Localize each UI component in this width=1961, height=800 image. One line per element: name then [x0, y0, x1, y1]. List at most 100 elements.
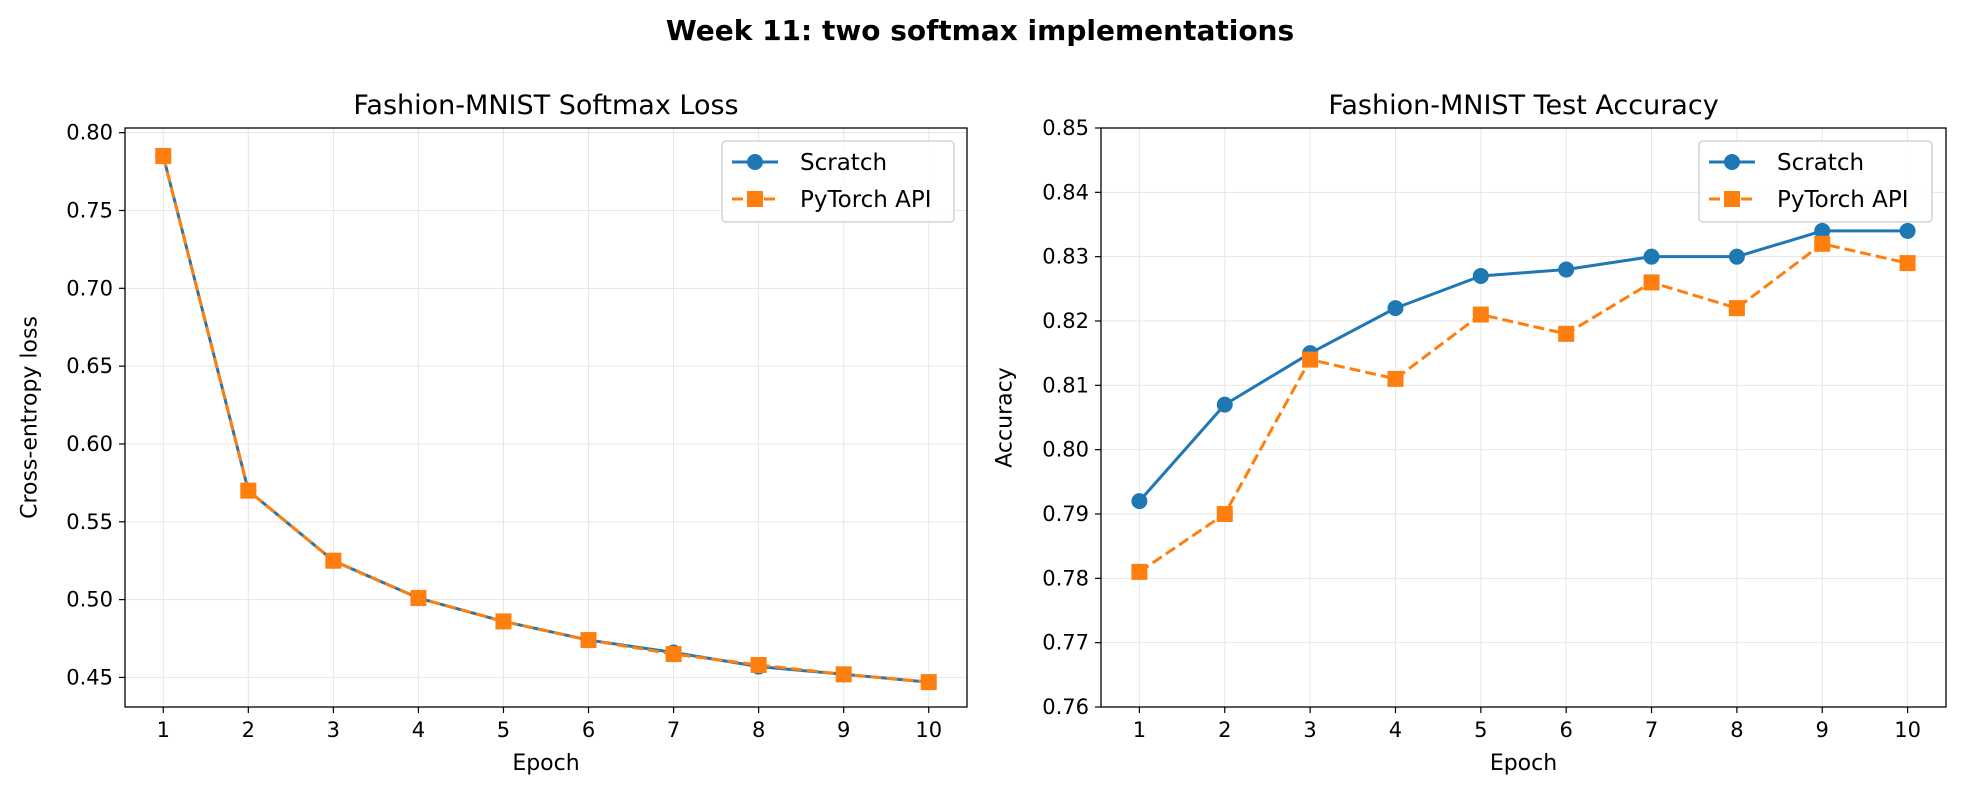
- accuracy-x-tick-label-10: 10: [1894, 718, 1921, 742]
- accuracy-point-pytorch-4: [1387, 370, 1404, 387]
- accuracy-legend-label-pytorch: PyTorch API: [1777, 187, 1909, 213]
- loss-x-tick-label-9: 9: [837, 718, 850, 742]
- loss-series-pytorch: [155, 148, 937, 691]
- accuracy-line-pytorch: [1138, 242, 1908, 574]
- loss-legend-box: [721, 140, 955, 223]
- accuracy-x-tick-label-5: 5: [1474, 718, 1487, 742]
- accuracy-y-tick-label-6: 0.81: [1042, 373, 1089, 397]
- loss-point-pytorch-3: [325, 552, 342, 569]
- loss-legend-label-scratch: Scratch: [800, 150, 887, 176]
- accuracy-x-ticks: 1 2 3 4 5 6 7 8 9 10: [1133, 707, 1921, 742]
- loss-y-tick-label-3: 0.55: [66, 510, 113, 534]
- accuracy-point-scratch-2: [1216, 396, 1233, 413]
- accuracy-chart-title: Fashion-MNIST Test Accuracy: [1328, 90, 1718, 121]
- loss-legend-marker-pytorch: [747, 191, 763, 207]
- loss-x-tick-label-3: 3: [327, 718, 340, 742]
- loss-legend: Scratch PyTorch API: [721, 140, 955, 223]
- accuracy-x-tick-label-6: 6: [1559, 718, 1572, 742]
- accuracy-x-tick-label-1: 1: [1133, 718, 1146, 742]
- loss-x-tick-label-10: 10: [915, 718, 942, 742]
- loss-point-pytorch-4: [410, 590, 427, 607]
- accuracy-y-tick-label-1: 0.76: [1042, 695, 1089, 719]
- accuracy-point-pytorch-10: [1899, 255, 1916, 272]
- accuracy-x-axis-label: Epoch: [1490, 751, 1557, 776]
- loss-point-pytorch-6: [580, 632, 597, 649]
- accuracy-legend-label-scratch: Scratch: [1777, 150, 1864, 176]
- accuracy-x-tick-label-7: 7: [1645, 718, 1658, 742]
- loss-axes-frame: [124, 127, 968, 708]
- accuracy-y-tick-label-10: 0.85: [1042, 116, 1089, 140]
- loss-x-tick-label-4: 4: [412, 718, 425, 742]
- accuracy-point-scratch-6: [1558, 261, 1575, 278]
- loss-x-tick-label-1: 1: [157, 718, 170, 742]
- accuracy-point-scratch-7: [1643, 248, 1660, 265]
- loss-y-tick-label-7: 0.75: [66, 198, 113, 222]
- loss-x-ticks: 1 2 3 4 5 6 7 8 9 10: [157, 707, 942, 742]
- accuracy-point-pytorch-8: [1728, 300, 1745, 317]
- loss-grid: [125, 128, 967, 707]
- accuracy-y-tick-label-5: 0.80: [1042, 438, 1089, 462]
- loss-y-tick-label-8: 0.80: [66, 121, 113, 145]
- loss-x-tick-label-5: 5: [497, 718, 510, 742]
- loss-legend-label-pytorch: PyTorch API: [800, 187, 932, 213]
- accuracy-legend-marker-scratch: [1724, 154, 1740, 170]
- loss-legend-marker-scratch: [747, 154, 763, 170]
- accuracy-y-tick-label-7: 0.82: [1042, 309, 1089, 333]
- accuracy-line-scratch: [1138, 229, 1908, 503]
- accuracy-point-pytorch-1: [1131, 563, 1148, 580]
- loss-point-pytorch-10: [920, 674, 937, 691]
- loss-y-ticks: 0.45 0.50 0.55 0.60 0.65 0.70 0.75 0.80: [66, 121, 125, 689]
- accuracy-y-tick-label-9: 0.84: [1042, 180, 1089, 204]
- loss-y-tick-label-4: 0.60: [66, 432, 113, 456]
- accuracy-point-scratch-10: [1899, 222, 1916, 239]
- accuracy-y-ticks: 0.76 0.77 0.78 0.79 0.80 0.81 0.82 0.83 0.84 0.85: [1042, 116, 1101, 719]
- loss-point-pytorch-8: [750, 656, 767, 673]
- loss-y-tick-label-2: 0.50: [66, 588, 113, 612]
- loss-chart-title: Fashion-MNIST Softmax Loss: [353, 90, 738, 121]
- accuracy-point-pytorch-9: [1814, 235, 1831, 252]
- accuracy-x-tick-label-2: 2: [1218, 718, 1231, 742]
- loss-x-tick-label-6: 6: [582, 718, 595, 742]
- accuracy-point-pytorch-7: [1643, 274, 1660, 291]
- loss-point-pytorch-9: [835, 666, 852, 683]
- accuracy-point-scratch-4: [1387, 300, 1404, 317]
- accuracy-y-tick-label-4: 0.79: [1042, 502, 1089, 526]
- loss-x-tick-label-2: 2: [242, 718, 255, 742]
- loss-x-tick-label-7: 7: [667, 718, 680, 742]
- accuracy-axes-frame: [1100, 127, 1947, 708]
- accuracy-y-tick-label-2: 0.77: [1042, 631, 1089, 655]
- loss-line-pytorch: [161, 155, 929, 684]
- accuracy-point-scratch-8: [1728, 248, 1745, 265]
- accuracy-series-pytorch: [1131, 235, 1916, 580]
- accuracy-x-tick-label-9: 9: [1816, 718, 1829, 742]
- accuracy-legend-marker-pytorch: [1724, 191, 1740, 207]
- accuracy-legend: Scratch PyTorch API: [1698, 140, 1933, 223]
- accuracy-y-axis-label: Accuracy: [993, 367, 1018, 467]
- accuracy-point-pytorch-3: [1302, 351, 1319, 368]
- loss-point-pytorch-2: [240, 482, 257, 499]
- accuracy-x-tick-label-4: 4: [1389, 718, 1402, 742]
- loss-x-axis-label: Epoch: [512, 751, 579, 776]
- loss-y-tick-label-6: 0.70: [66, 276, 113, 300]
- loss-point-pytorch-5: [495, 613, 512, 630]
- loss-y-axis-label: Cross-entropy loss: [18, 316, 43, 519]
- loss-y-tick-label-5: 0.65: [66, 354, 113, 378]
- accuracy-point-scratch-5: [1472, 267, 1489, 284]
- loss-point-pytorch-1: [155, 148, 172, 165]
- accuracy-x-tick-label-3: 3: [1303, 718, 1316, 742]
- loss-chart: 1 2 3 4 5 6 7 8 9 100.450.500.550.600.650.700.750…: [18, 90, 968, 776]
- accuracy-point-pytorch-6: [1558, 325, 1575, 342]
- accuracy-y-tick-label-3: 0.78: [1042, 566, 1089, 590]
- accuracy-point-scratch-1: [1131, 493, 1148, 510]
- accuracy-point-pytorch-2: [1216, 506, 1233, 522]
- accuracy-point-pytorch-5: [1472, 306, 1489, 323]
- loss-point-pytorch-7: [665, 646, 682, 663]
- accuracy-x-tick-label-8: 8: [1730, 718, 1743, 742]
- loss-x-tick-label-8: 8: [752, 718, 765, 742]
- loss-y-tick-label-1: 0.45: [66, 665, 113, 689]
- accuracy-legend-box: [1698, 140, 1933, 223]
- accuracy-y-tick-label-8: 0.83: [1042, 245, 1089, 269]
- accuracy-chart: 1 2 3 4 5 6 7 8 9 100.760.770.780.790.800.810.820…: [993, 90, 1947, 776]
